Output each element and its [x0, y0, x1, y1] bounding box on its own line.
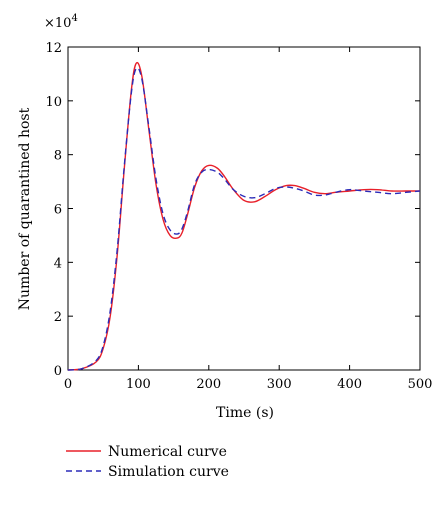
x-axis-label: Time (s)	[216, 405, 274, 421]
y-axis-label: Number of quarantined host	[17, 107, 33, 310]
y-tick-label: 4	[54, 256, 62, 271]
y-tick-label: 12	[45, 41, 62, 56]
legend: Numerical curve Simulation curve	[66, 444, 229, 480]
y-multiplier-label: ×104	[44, 13, 78, 31]
x-tick-label: 500	[408, 377, 433, 392]
x-tick-label: 400	[337, 377, 362, 392]
ticks: 0 100 200 300 400 500 0 2 4 6 8 10 12	[45, 41, 432, 392]
y-multiplier-exponent: 4	[71, 13, 77, 24]
x-tick-label: 200	[196, 377, 221, 392]
legend-item-simulation: Simulation curve	[66, 464, 229, 480]
y-tick-label: 0	[54, 364, 62, 379]
series-line-simulation	[67, 67, 421, 371]
x-tick-label: 100	[126, 377, 151, 392]
series-layer	[67, 61, 421, 371]
legend-label-simulation: Simulation curve	[108, 464, 229, 480]
y-multiplier-base: ×10	[44, 16, 71, 31]
y-tick-label: 6	[54, 203, 62, 218]
y-tick-label: 8	[54, 149, 62, 164]
legend-item-numerical: Numerical curve	[66, 444, 227, 460]
x-tick-label: 0	[64, 377, 72, 392]
legend-label-numerical: Numerical curve	[108, 444, 227, 460]
y-tick-label: 2	[54, 310, 62, 325]
series-line-numerical	[67, 61, 420, 371]
y-tick-label: 10	[45, 95, 62, 110]
x-tick-label: 300	[267, 377, 292, 392]
